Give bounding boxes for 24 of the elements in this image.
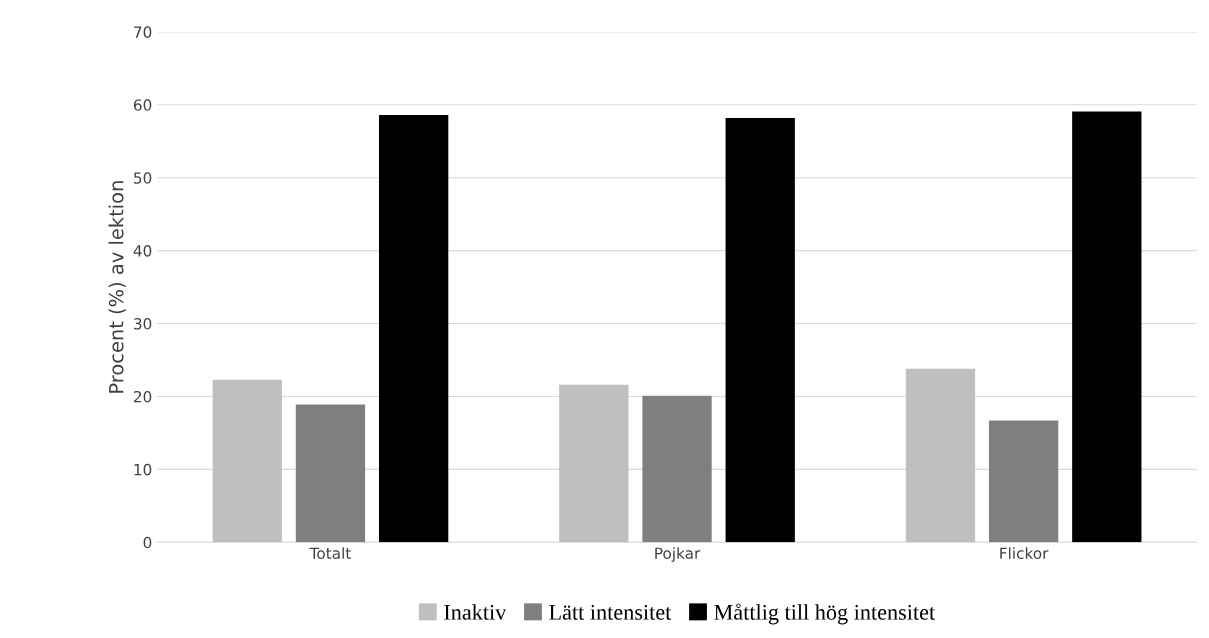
y-tick-label: 50: [134, 172, 152, 184]
y-tick-label: 40: [133, 245, 152, 257]
y-tick-label: 10: [134, 463, 152, 476]
bar: [642, 395, 712, 543]
bar: [378, 115, 449, 543]
y-tick-label: 20: [133, 390, 152, 403]
x-tick-label: Totalt: [309, 547, 351, 559]
bar: [1072, 111, 1142, 543]
y-axis-title: Procent (%) av lektion: [108, 181, 126, 393]
y-tick-label: 60: [133, 99, 152, 111]
legend-label: Måttlig till hög intensitet: [714, 603, 936, 625]
bar: [559, 384, 629, 543]
bar: [295, 404, 366, 543]
bar: [988, 420, 1059, 543]
bar: [725, 117, 795, 543]
legend-label: Lätt intensitet: [549, 604, 672, 620]
x-tick-label: Flickor: [1000, 547, 1049, 559]
bar: [212, 379, 282, 543]
y-tick-label: 30: [134, 318, 152, 330]
y-tick-label: 0: [143, 536, 152, 549]
legend-label: Inaktiv: [444, 604, 507, 620]
x-tick-label: Pojkar: [655, 547, 701, 562]
bar: [905, 368, 976, 543]
y-tick-label: 70: [134, 26, 152, 38]
